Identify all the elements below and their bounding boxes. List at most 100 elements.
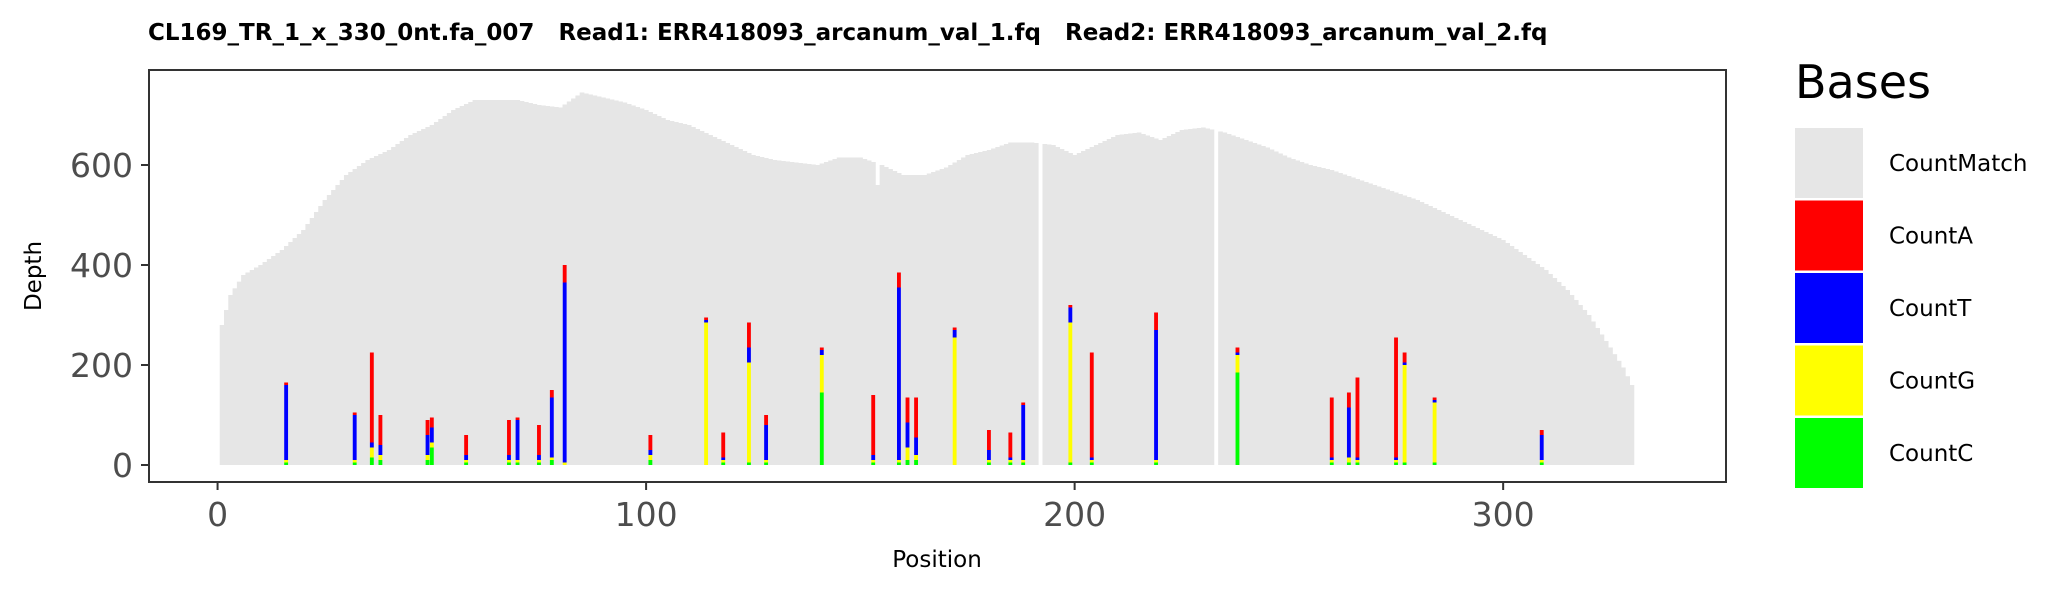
- mismatch-bar-C: [1329, 462, 1334, 465]
- coverage-bar: [1158, 140, 1163, 465]
- coverage-bar: [742, 151, 748, 465]
- x-tick-label: 300: [1472, 495, 1535, 534]
- mismatch-bar-A: [1008, 432, 1013, 458]
- coverage-bar: [656, 116, 662, 465]
- coverage-bar: [536, 105, 542, 465]
- coverage-bar: [1115, 135, 1121, 465]
- coverage-bar: [592, 95, 598, 465]
- mismatch-bar-G: [1068, 322, 1073, 463]
- mismatch-bar-A: [284, 382, 289, 385]
- coverage-bar: [699, 131, 705, 465]
- mismatch-bar-G: [747, 362, 751, 463]
- coverage-bar: [1359, 180, 1365, 465]
- mismatch-bar-C: [1402, 462, 1407, 465]
- mismatch-bar-G: [819, 355, 824, 393]
- legend-label-CountC: CountC: [1889, 441, 1973, 467]
- mismatch-bar-A: [1329, 397, 1334, 458]
- coverage-bar: [1072, 155, 1078, 465]
- coverage-bar: [1141, 134, 1146, 465]
- y-tick-label: 0: [112, 446, 133, 485]
- coverage-bar: [1428, 206, 1433, 465]
- mismatch-bar-T: [905, 422, 910, 448]
- coverage-bar: [1415, 200, 1420, 465]
- coverage-bar: [1393, 192, 1399, 465]
- coverage-bar: [1046, 144, 1052, 465]
- coverage-bar: [1518, 252, 1523, 465]
- coverage-bar: [1552, 278, 1558, 465]
- coverage-bar: [609, 99, 615, 465]
- mismatch-bar-G: [764, 460, 769, 463]
- mismatch-bar-A: [1235, 347, 1240, 353]
- mismatch-bar-A: [905, 397, 910, 423]
- coverage-bar: [909, 175, 915, 465]
- coverage-bar: [802, 163, 808, 465]
- mismatch-bar-A: [425, 420, 430, 435]
- mismatch-bar-T: [515, 420, 520, 460]
- mismatch-bar-C: [1235, 372, 1240, 465]
- coverage-bar: [498, 100, 503, 465]
- coverage-bar: [956, 160, 962, 465]
- coverage-bar: [1076, 153, 1082, 465]
- coverage-bar: [1492, 236, 1498, 465]
- coverage-bar: [1612, 354, 1618, 465]
- mismatch-bar-A: [515, 417, 520, 420]
- legend-label-CountG: CountG: [1889, 369, 1975, 395]
- coverage-bar: [631, 105, 636, 465]
- coverage-bar: [618, 101, 623, 465]
- coverage-bar: [1149, 137, 1155, 465]
- mismatch-bar-T: [1021, 405, 1026, 460]
- mismatch-bar-T: [1154, 330, 1158, 460]
- coverage-bar: [1188, 129, 1193, 465]
- coverage-bar: [1085, 149, 1091, 465]
- coverage-bar: [553, 107, 559, 465]
- coverage-bar: [292, 238, 298, 465]
- coverage-bar: [836, 157, 842, 465]
- mismatch-bar-G: [562, 462, 567, 465]
- mismatch-bar-G: [425, 455, 430, 460]
- mismatch-bar-A: [914, 397, 919, 438]
- coverage-bar: [1338, 173, 1343, 465]
- mismatch-bar-T: [1235, 352, 1240, 355]
- coverage-bar: [1321, 168, 1326, 465]
- plot-border: [148, 69, 1727, 483]
- coverage-bar: [1389, 191, 1395, 465]
- coverage-bar: [601, 97, 606, 465]
- coverage-bar: [1363, 182, 1369, 465]
- coverage-bar: [1042, 144, 1048, 465]
- coverage-bar: [1535, 264, 1540, 465]
- mismatch-bar-T: [1329, 457, 1334, 460]
- coverage-bar: [935, 170, 941, 465]
- coverage-bar: [1316, 167, 1322, 465]
- coverage-bar: [686, 125, 692, 465]
- mismatch-bar-A: [507, 420, 511, 455]
- coverage-bar: [1231, 135, 1236, 465]
- coverage-bar: [1462, 222, 1468, 465]
- mismatch-bar-C: [425, 460, 430, 465]
- chart-title: CL169_TR_1_x_330_0nt.fa_007 Read1: ERR41…: [148, 20, 1547, 46]
- mismatch-bar-T: [429, 427, 434, 443]
- coverage-bar: [738, 149, 743, 465]
- coverage-bar: [1608, 347, 1613, 465]
- coverage-bar: [1196, 128, 1202, 465]
- mismatch-bar-A: [1021, 402, 1026, 405]
- coverage-bar: [1055, 147, 1061, 465]
- mismatch-bar-G: [515, 460, 520, 463]
- x-axis-title: Position: [892, 547, 982, 573]
- x-tick-label: 100: [615, 495, 678, 534]
- mismatch-bar-C: [747, 462, 751, 465]
- coverage-bar: [326, 195, 332, 465]
- mismatch-bar-C: [1394, 462, 1398, 465]
- coverage-bar: [1286, 157, 1292, 465]
- coverage-bar: [1565, 290, 1570, 465]
- coverage-bar: [1556, 282, 1562, 465]
- coverage-bar: [382, 152, 388, 465]
- mismatch-bar-C: [897, 462, 901, 465]
- mismatch-bar-G: [507, 460, 511, 463]
- coverage-bar: [1548, 274, 1553, 465]
- coverage-bar: [1376, 186, 1382, 465]
- coverage-bar: [365, 160, 371, 465]
- coverage-bar: [952, 162, 958, 465]
- mismatch-bar-G: [1329, 460, 1334, 463]
- coverage-bar: [343, 175, 349, 465]
- coverage-bar: [725, 143, 731, 465]
